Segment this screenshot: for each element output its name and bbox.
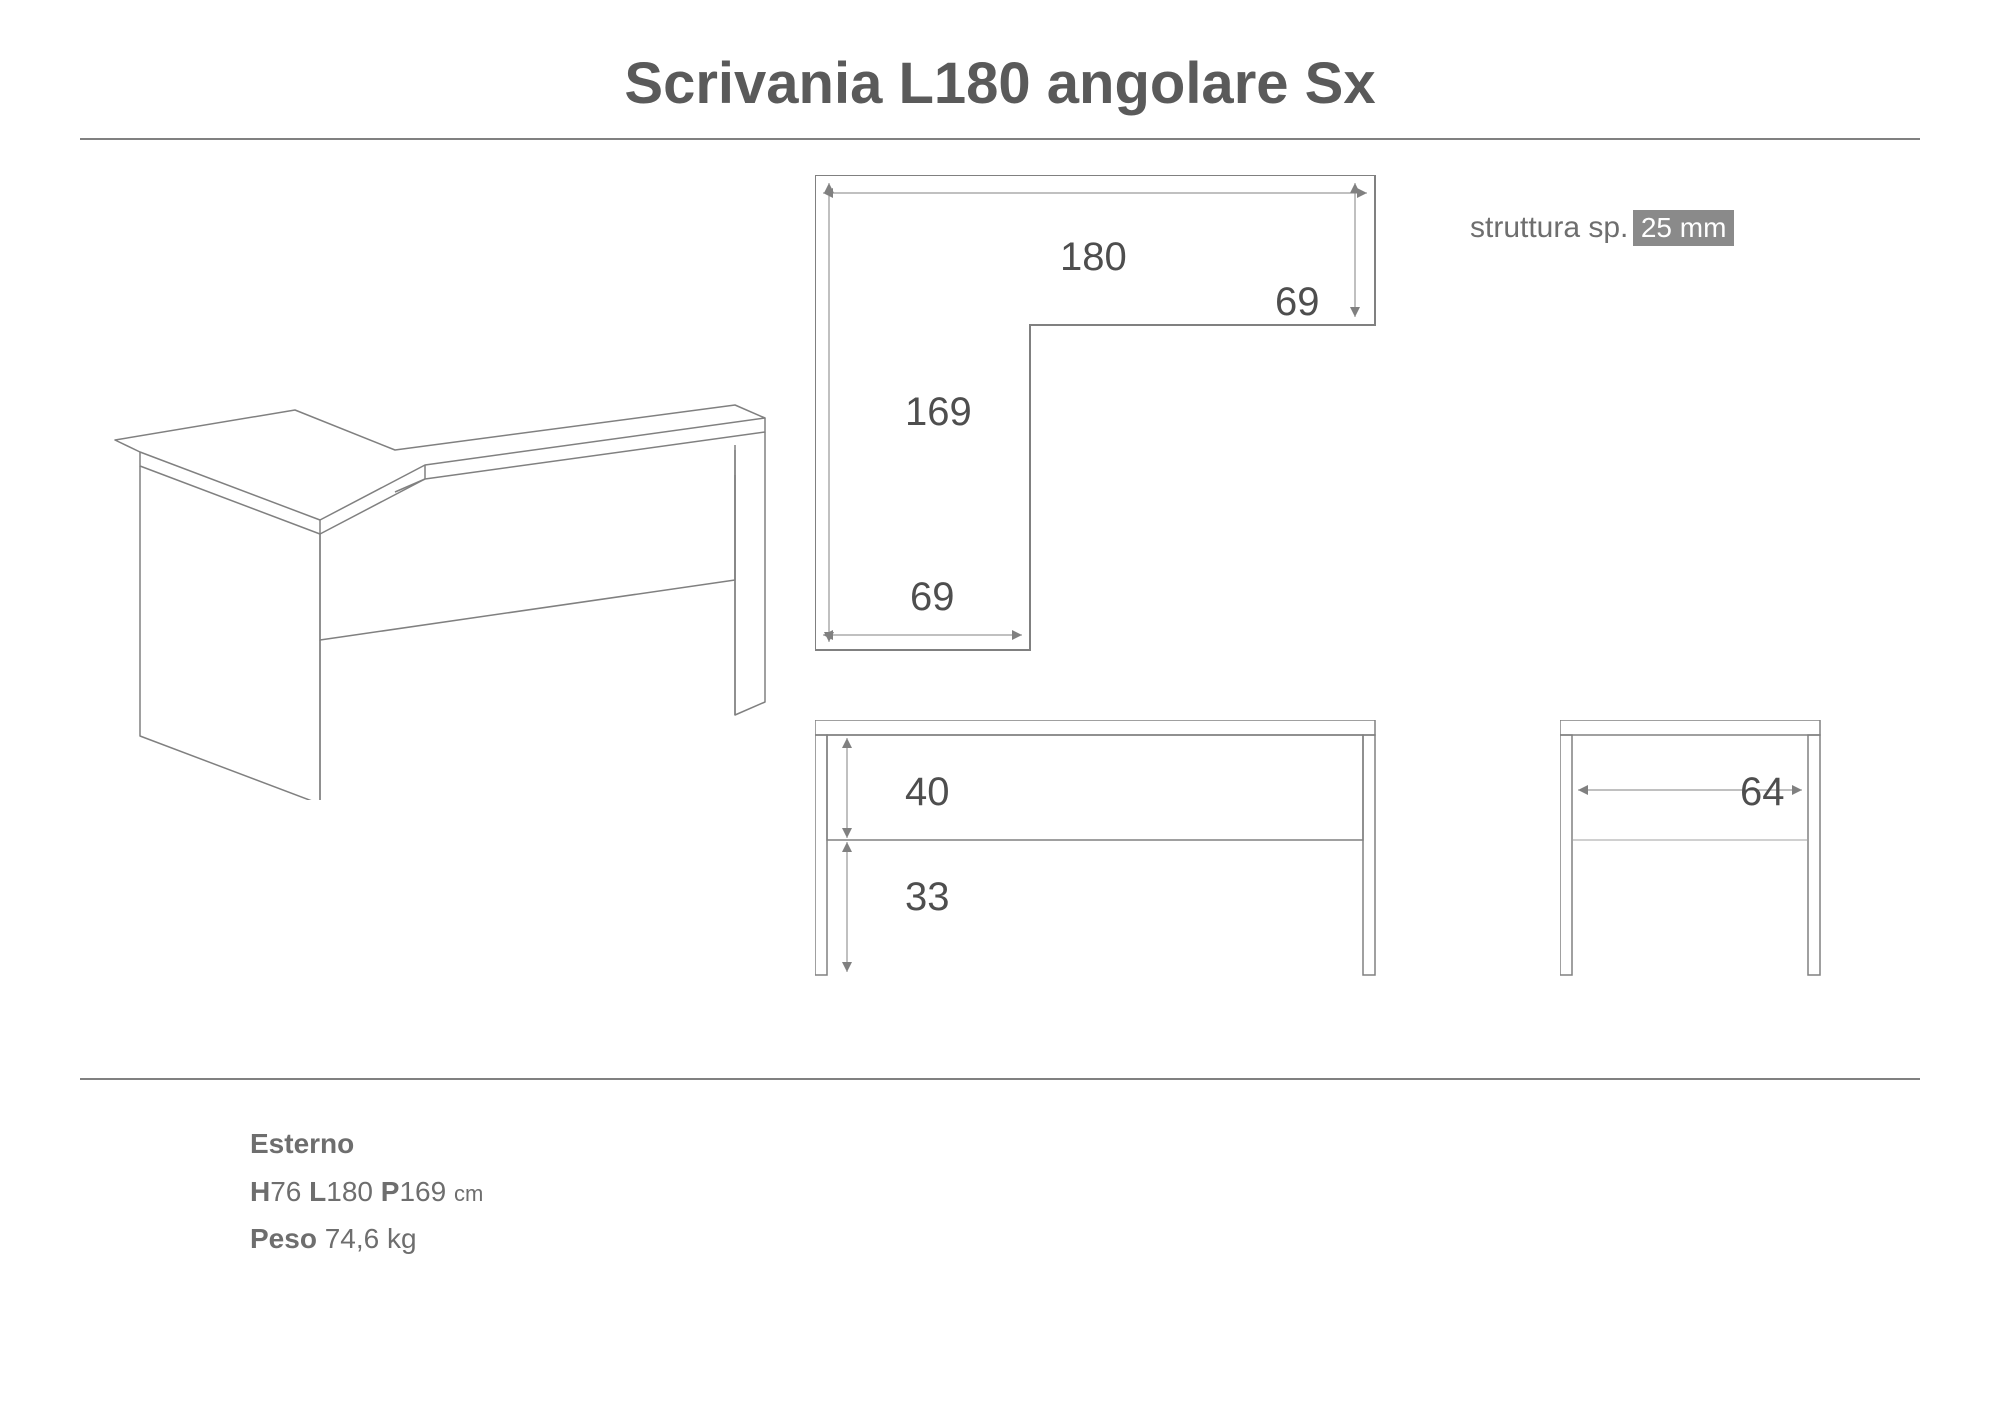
footer-H-val: 76 — [270, 1176, 301, 1207]
dim-top-depth: 69 — [1275, 280, 1320, 325]
rule-bottom — [80, 1078, 1920, 1080]
footer-H-label: H — [250, 1176, 270, 1207]
side-view — [1560, 720, 1840, 990]
dim-side-inner: 64 — [1740, 770, 1785, 815]
structure-spec-value: 25 mm — [1633, 210, 1735, 246]
dim-return-depth: 169 — [905, 390, 972, 435]
dim-apron-height: 40 — [905, 770, 950, 815]
page-title: Scrivania L180 angolare Sx — [0, 50, 2000, 117]
front-view — [815, 720, 1395, 990]
footer-dimensions: H76 L180 P169 cm — [250, 1168, 483, 1216]
dim-top-width: 180 — [1060, 235, 1127, 280]
footer-weight: Peso 74,6 kg — [250, 1215, 483, 1263]
structure-spec-label: struttura sp. — [1470, 211, 1628, 244]
structure-spec: struttura sp. 25 mm — [1470, 210, 1734, 246]
footer-P-label: P — [381, 1176, 400, 1207]
footer-specs: Esterno H76 L180 P169 cm Peso 74,6 kg — [250, 1120, 483, 1263]
footer-section-label: Esterno — [250, 1120, 483, 1168]
footer-weight-val: 74,6 kg — [325, 1223, 417, 1254]
footer-unit: cm — [454, 1181, 483, 1206]
rule-top — [80, 138, 1920, 140]
dim-return-width: 69 — [910, 575, 955, 620]
footer-P-val: 169 — [399, 1176, 446, 1207]
footer-weight-label: Peso — [250, 1223, 317, 1254]
footer-L-label: L — [309, 1176, 326, 1207]
iso-view — [95, 380, 775, 800]
footer-L-val: 180 — [326, 1176, 373, 1207]
dim-leg-clear: 33 — [905, 875, 950, 920]
